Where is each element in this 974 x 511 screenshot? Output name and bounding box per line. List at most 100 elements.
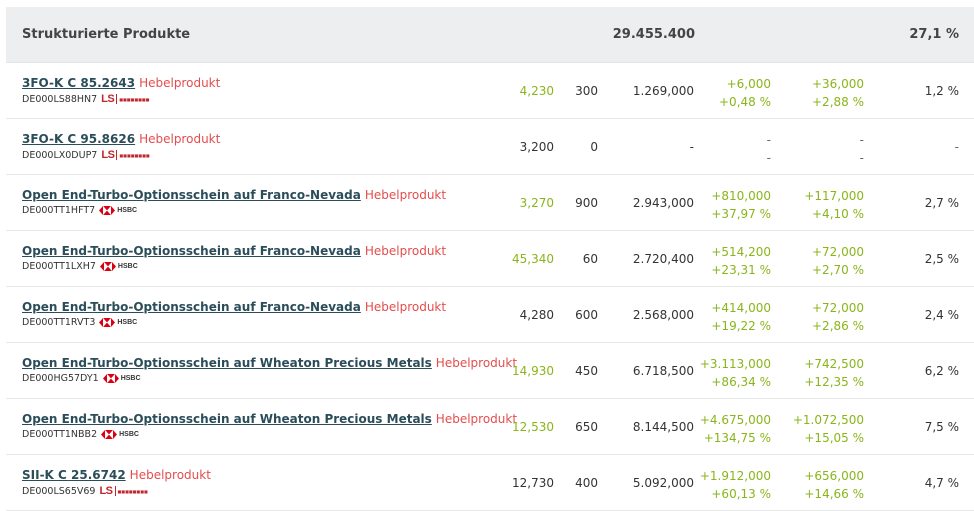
position-value: 2.720,400 xyxy=(632,252,694,266)
product-name-link[interactable]: 3FO-K C 95.8626 xyxy=(22,132,136,146)
isin: DE000TT1NBB2 xyxy=(22,429,98,440)
change-percent: +19,22 % xyxy=(711,319,771,333)
day-change-percent: +2,86 % xyxy=(812,319,864,333)
portfolio-share: 4,7 % xyxy=(924,476,959,490)
quantity: 900 xyxy=(575,196,598,210)
change-since-buy: +414,000 +19,22 % xyxy=(711,299,771,335)
ls-exchange-logo: LS ■■■■■■■■ xyxy=(99,485,148,497)
structured-products-table: Strukturierte Produkte 29.455.400 27,1 %… xyxy=(6,7,974,511)
section-total-value: 29.455.400 xyxy=(612,27,695,42)
day-change-absolute: - xyxy=(859,133,864,147)
change-since-buy: +514,200 +23,31 % xyxy=(711,243,771,279)
section-header: Strukturierte Produkte 29.455.400 27,1 % xyxy=(6,7,974,63)
change-absolute: +4.675,000 xyxy=(699,413,771,427)
day-change-absolute: +742,500 xyxy=(804,357,864,371)
hsbc-logo: HSBC xyxy=(99,206,137,215)
product-type-label: Hebelprodukt xyxy=(364,244,447,258)
quantity: 600 xyxy=(575,308,598,322)
product-info: SII-K C 25.6742 Hebelprodukt DE000LS65V69… xyxy=(22,468,211,497)
quantity: 300 xyxy=(575,84,598,98)
day-change-percent: +15,05 % xyxy=(804,431,864,445)
product-name-link[interactable]: Open End-Turbo-Optionsschein auf Franco-… xyxy=(22,300,361,314)
product-info: Open End-Turbo-Optionsschein auf Franco-… xyxy=(22,300,446,328)
day-change-percent: +4,10 % xyxy=(812,207,864,221)
quantity: 400 xyxy=(575,476,598,490)
isin: DE000HG57DY1 xyxy=(22,373,99,384)
product-name-link[interactable]: Open End-Turbo-Optionsschein auf Franco-… xyxy=(22,188,361,202)
change-today: +72,000 +2,70 % xyxy=(812,243,864,279)
product-name-link[interactable]: 3FO-K C 85.2643 xyxy=(22,76,136,90)
ls-exchange-logo: LS ■■■■■■■■ xyxy=(101,149,150,161)
product-type-label: Hebelprodukt xyxy=(139,76,221,90)
position-value: 8.144,500 xyxy=(632,420,694,434)
day-change-absolute: +36,000 xyxy=(811,77,864,91)
isin-line: DE000TT1NBB2 HSBC xyxy=(22,429,517,440)
position-value: 1.269,000 xyxy=(632,84,694,98)
day-change-percent: +12,35 % xyxy=(804,375,864,389)
change-percent: +60,13 % xyxy=(711,487,771,501)
change-percent: +37,97 % xyxy=(711,207,771,221)
day-change-percent: - xyxy=(859,151,864,165)
portfolio-share: 2,7 % xyxy=(924,196,959,210)
hsbc-logo: HSBC xyxy=(99,262,138,271)
product-type-label: Hebelprodukt xyxy=(364,300,447,314)
change-today: +117,000 +4,10 % xyxy=(804,187,864,223)
product-name-link[interactable]: Open End-Turbo-Optionsschein auf Wheaton… xyxy=(22,356,432,370)
portfolio-share: 2,5 % xyxy=(924,252,959,266)
portfolio-share: 6,2 % xyxy=(924,364,959,378)
change-today: +1.072,500 +15,05 % xyxy=(793,411,864,447)
portfolio-share: 2,4 % xyxy=(924,308,959,322)
isin-line: DE000LS88HN7 LS ■■■■■■■■ xyxy=(22,93,220,105)
isin-line: DE000LS65V69 LS ■■■■■■■■ xyxy=(22,485,211,497)
hsbc-logo: HSBC xyxy=(99,318,137,327)
quantity: 60 xyxy=(582,252,598,266)
price: 3,200 xyxy=(519,140,554,154)
position-value: - xyxy=(689,140,694,154)
change-absolute: +6,000 xyxy=(726,77,771,91)
section-portfolio-share: 27,1 % xyxy=(909,27,959,42)
day-change-absolute: +1.072,500 xyxy=(792,413,864,427)
price: 12,730 xyxy=(512,476,554,490)
portfolio-share: - xyxy=(954,140,959,154)
change-percent: +134,75 % xyxy=(703,431,771,445)
change-today: +72,000 +2,86 % xyxy=(812,299,864,335)
table-row: Open End-Turbo-Optionsschein auf Franco-… xyxy=(6,175,974,231)
product-name-link[interactable]: Open End-Turbo-Optionsschein auf Franco-… xyxy=(22,244,361,258)
change-absolute: +514,200 xyxy=(711,245,771,259)
position-value: 6.718,500 xyxy=(632,364,694,378)
change-today: +656,000 +14,66 % xyxy=(804,467,864,503)
product-type-label: Hebelprodukt xyxy=(129,468,211,482)
product-info: 3FO-K C 95.8626 Hebelprodukt DE000LX0DUP7… xyxy=(22,132,220,161)
change-percent: +23,31 % xyxy=(711,263,771,277)
isin-line: DE000TT1LXH7 HSBC xyxy=(22,261,446,272)
position-value: 5.092,000 xyxy=(632,476,694,490)
change-since-buy: +3.113,000 +86,34 % xyxy=(700,355,771,391)
isin: DE000TT1HFT7 xyxy=(22,205,96,216)
day-change-percent: +2,88 % xyxy=(812,95,864,109)
day-change-absolute: +72,000 xyxy=(811,301,864,315)
product-rows: 3FO-K C 85.2643 Hebelprodukt DE000LS88HN7… xyxy=(6,63,974,511)
change-absolute: +3.113,000 xyxy=(699,357,771,371)
change-absolute: +810,000 xyxy=(711,189,771,203)
product-info: Open End-Turbo-Optionsschein auf Franco-… xyxy=(22,244,446,272)
product-type-label: Hebelprodukt xyxy=(364,188,447,202)
change-absolute: - xyxy=(766,133,771,147)
change-since-buy: +4.675,000 +134,75 % xyxy=(700,411,771,447)
product-type-label: Hebelprodukt xyxy=(435,356,518,370)
quantity: 650 xyxy=(575,420,598,434)
isin-line: DE000LX0DUP7 LS ■■■■■■■■ xyxy=(22,149,220,161)
product-type-label: Hebelprodukt xyxy=(435,412,518,426)
hsbc-logo: HSBC xyxy=(101,430,139,439)
price: 3,270 xyxy=(519,196,554,210)
position-value: 2.943,000 xyxy=(632,196,694,210)
table-row: Open End-Turbo-Optionsschein auf Franco-… xyxy=(6,231,974,287)
product-name-link[interactable]: Open End-Turbo-Optionsschein auf Wheaton… xyxy=(22,412,432,426)
product-name-link[interactable]: SII-K C 25.6742 xyxy=(22,468,126,482)
isin: DE000LS65V69 xyxy=(22,485,96,497)
isin: DE000LX0DUP7 xyxy=(22,149,98,161)
portfolio-share: 1,2 % xyxy=(924,84,959,98)
isin-line: DE000TT1RVT3 HSBC xyxy=(22,317,446,328)
change-absolute: +414,000 xyxy=(711,301,771,315)
section-title: Strukturierte Produkte xyxy=(22,27,191,42)
hsbc-logo: HSBC xyxy=(102,374,141,383)
